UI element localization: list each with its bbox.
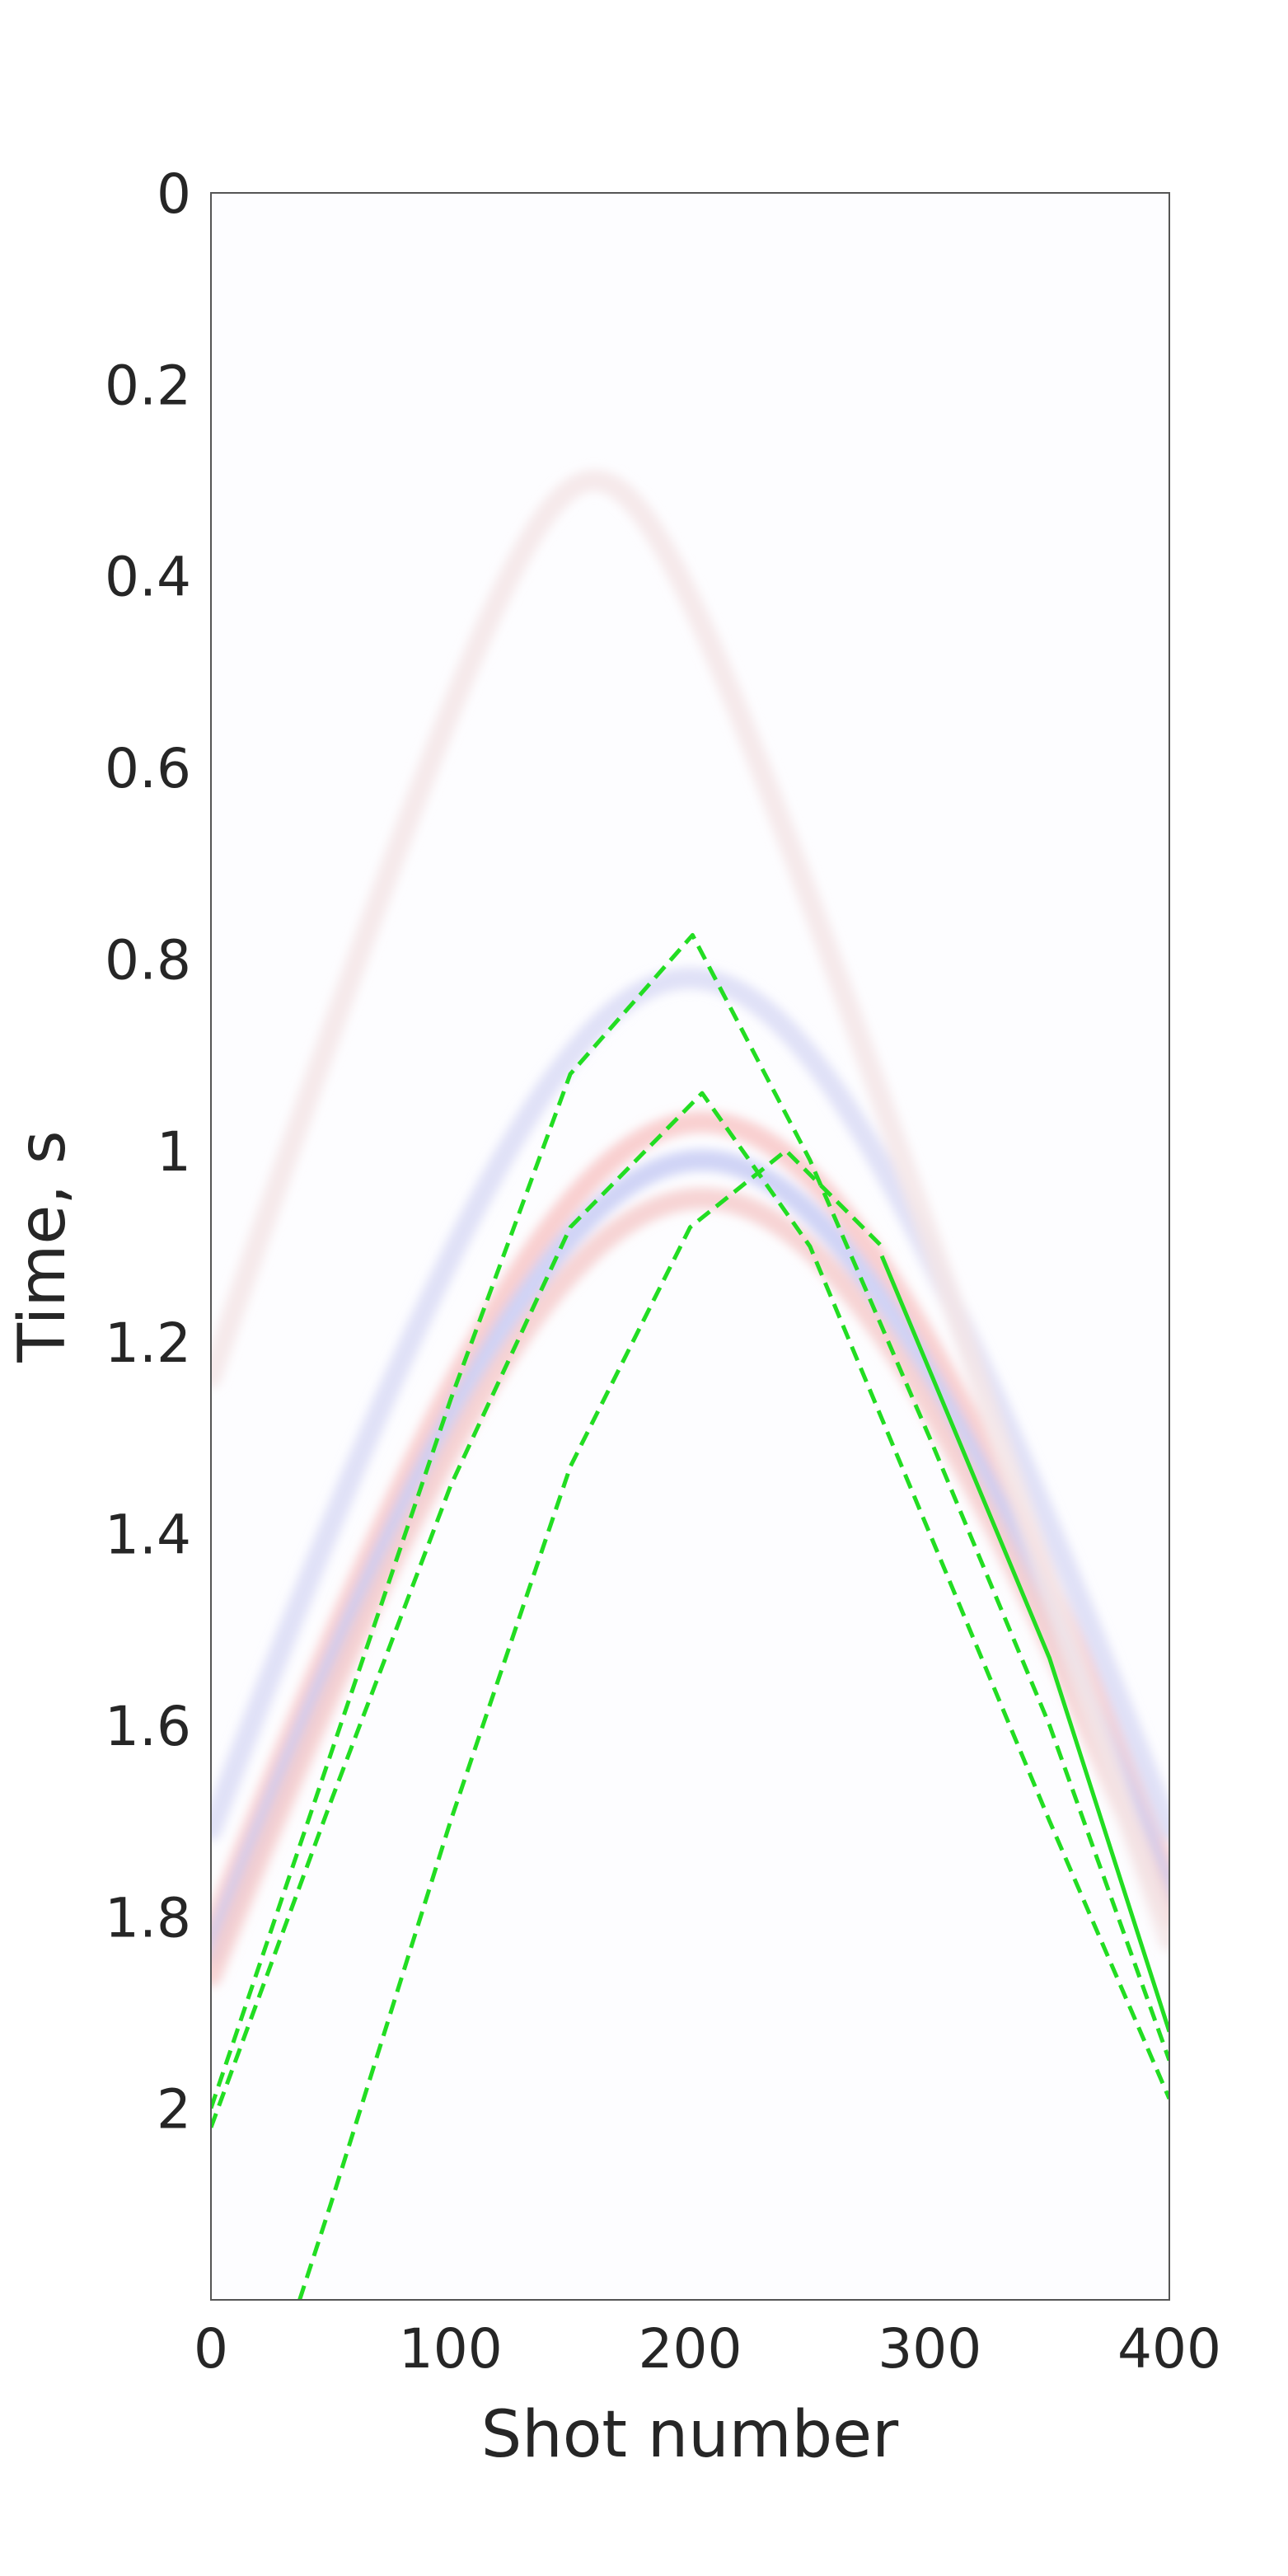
plot-background — [211, 193, 1169, 2300]
dashed-picked-curve — [297, 1148, 883, 2300]
y-tick-label: 0.8 — [105, 928, 191, 992]
x-tick-label: 200 — [639, 2317, 742, 2381]
x-axis-ticks: 0 100 200 300 400 — [194, 2317, 1221, 2381]
x-tick-label: 400 — [1117, 2317, 1221, 2381]
y-tick-label: 2 — [157, 2078, 191, 2142]
seismic-event — [211, 469, 1169, 1952]
y-tick-label: 0 — [157, 162, 191, 226]
y-tick-label: 1.2 — [105, 1311, 191, 1375]
y-tick-label: 0.2 — [105, 354, 191, 417]
y-tick-label: 0.6 — [105, 737, 191, 800]
y-tick-label: 1 — [157, 1120, 191, 1184]
y-axis-label: Time, s — [6, 1130, 80, 1363]
x-tick-label: 0 — [194, 2317, 228, 2381]
x-tick-label: 300 — [878, 2317, 981, 2381]
dashed-picked-curve — [211, 932, 1169, 2109]
x-tick-label: 100 — [399, 2317, 503, 2381]
plot-frame — [210, 192, 1170, 2301]
solid-picked-curve — [879, 1255, 1169, 2033]
y-axis-ticks: 0 0.2 0.4 0.6 0.8 1 1.2 1.4 1.6 1.8 2 — [105, 162, 191, 2142]
y-tick-label: 1.6 — [105, 1695, 191, 1758]
y-tick-label: 1.4 — [105, 1504, 191, 1567]
x-axis-label: Shot number — [481, 2398, 899, 2472]
y-tick-label: 0.4 — [105, 546, 191, 609]
seismic-event — [211, 967, 1169, 1842]
dashed-picked-curve — [211, 1091, 1169, 2128]
picked-curves — [211, 932, 1169, 2300]
seismic-events — [211, 469, 1169, 1987]
seismic-event — [211, 1149, 1169, 1966]
y-tick-label: 1.8 — [105, 1886, 191, 1950]
